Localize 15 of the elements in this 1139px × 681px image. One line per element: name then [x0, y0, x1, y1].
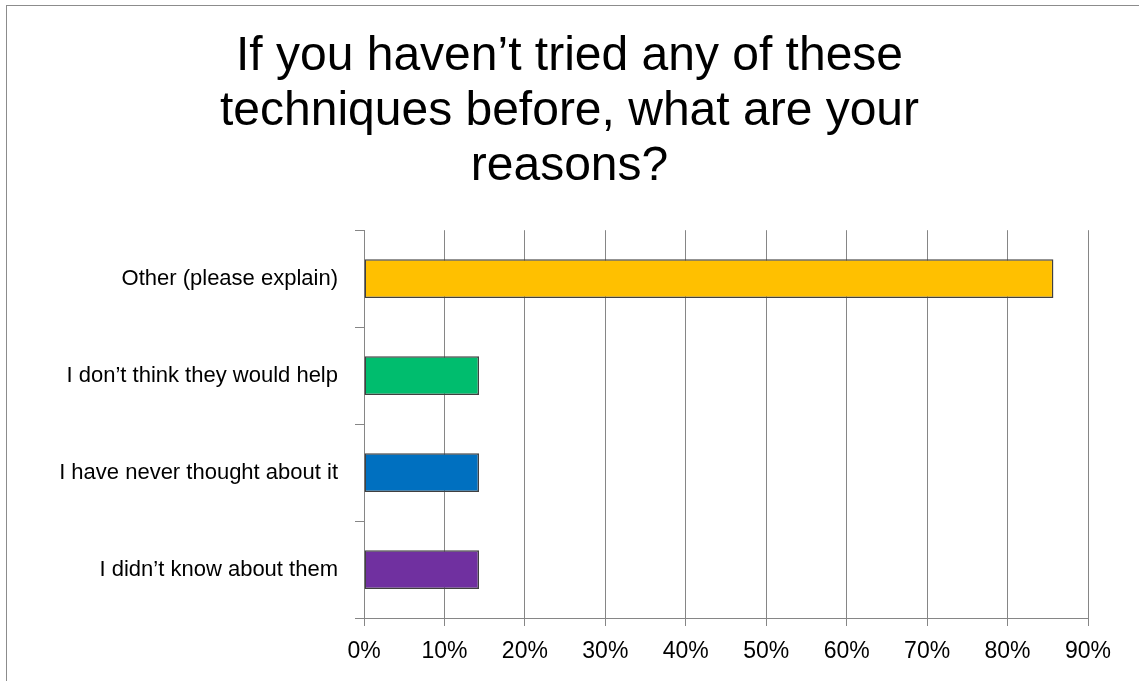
y-tick-label: I have never thought about it	[59, 458, 338, 484]
x-tick-label: 50%	[743, 637, 790, 664]
y-tick-label: I didn’t know about them	[99, 555, 338, 581]
x-tick-label: 0%	[347, 637, 381, 664]
x-tick-label: 70%	[904, 637, 951, 664]
x-tick-label: 90%	[1064, 637, 1112, 664]
y-tick-label: Other (please explain)	[121, 264, 338, 290]
x-tick-label: 80%	[984, 637, 1031, 664]
x-tick-label: 10%	[421, 637, 468, 664]
x-tick-label: 60%	[823, 637, 870, 664]
chart-title: If you haven’t tried any of these techniques before, what are your reasons?	[218, 26, 921, 191]
y-tick-label: I don’t think they would help	[66, 361, 338, 387]
x-tick-label: 40%	[662, 637, 709, 664]
x-tick-label: 30%	[582, 637, 629, 664]
x-tick-label: 20%	[501, 637, 548, 664]
